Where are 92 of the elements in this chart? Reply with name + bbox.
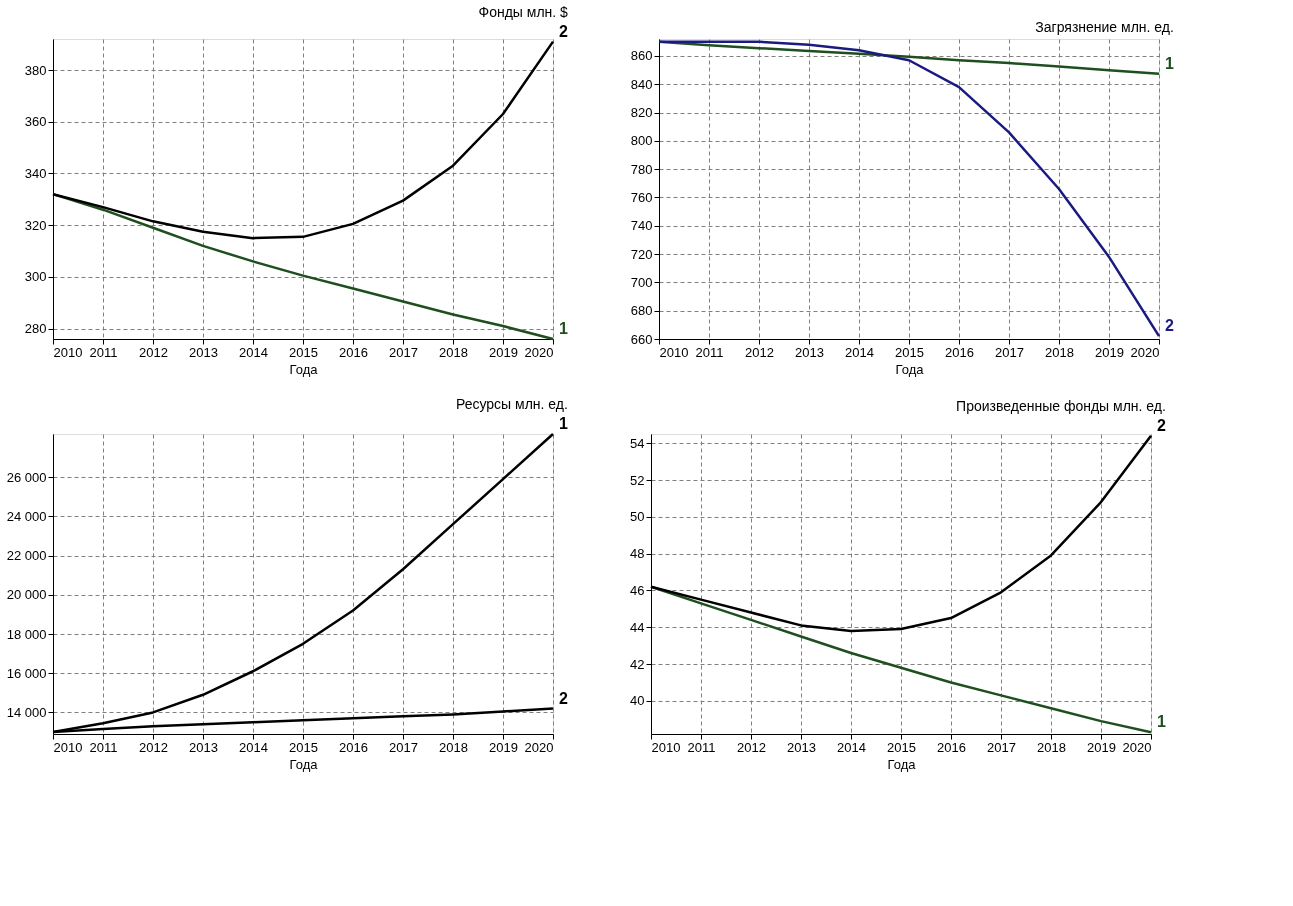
chart-title: Произведенные фонды млн. ед.: [956, 397, 1166, 414]
y-tick-label: 54: [630, 435, 645, 451]
x-axis-title: Года: [895, 361, 925, 377]
y-tick-label: 320: [24, 217, 47, 233]
x-tick-label: 2017: [389, 344, 418, 360]
y-tick-label: 740: [630, 218, 653, 234]
x-tick-label: 2018: [439, 739, 468, 755]
x-axis-title: Года: [289, 756, 319, 772]
y-tick-label: 820: [630, 105, 653, 121]
x-tick-label: 2011: [687, 739, 716, 755]
x-tick-label: 2018: [1045, 344, 1074, 360]
x-tick-label: 2010: [659, 344, 689, 360]
x-tick-label: 2012: [745, 344, 774, 360]
x-tick-label: 2016: [339, 344, 368, 360]
x-tick-label: 2011: [695, 344, 724, 360]
x-tick-label: 2014: [239, 344, 268, 360]
series-label: 2: [1157, 416, 1166, 434]
y-tick-label: 26 000: [6, 469, 47, 485]
x-tick-label: 2019: [489, 739, 518, 755]
y-tick-label: 840: [630, 76, 653, 92]
x-tick-label: 2017: [389, 739, 418, 755]
series-label: 1: [1157, 713, 1166, 731]
y-tick-label: 760: [630, 189, 653, 205]
series-label: 2: [559, 689, 568, 707]
y-tick-label: 46: [630, 582, 645, 598]
x-tick-label: 2018: [439, 344, 468, 360]
y-tick-label: 380: [24, 62, 47, 78]
x-tick-label: 2010: [53, 739, 83, 755]
series-label: 1: [559, 415, 568, 432]
x-tick-label: 2019: [1087, 739, 1116, 755]
series-label: 2: [559, 22, 568, 40]
x-axis-title: Года: [289, 361, 319, 377]
series-label: 2: [1165, 317, 1174, 335]
chart-title: Загрязнение млн. ед.: [1035, 19, 1174, 35]
y-tick-label: 18 000: [6, 626, 47, 642]
chart-title: Фонды млн. $: [478, 3, 569, 20]
x-tick-label: 2013: [795, 344, 824, 360]
x-tick-label: 2013: [189, 344, 218, 360]
y-tick-label: 16 000: [6, 665, 47, 681]
x-tick-label: 2015: [289, 344, 318, 360]
y-tick-label: 800: [630, 133, 653, 149]
x-tick-label: 2012: [139, 739, 168, 755]
y-tick-label: 50: [630, 509, 645, 525]
y-tick-label: 860: [630, 48, 653, 64]
x-tick-label: 2019: [1095, 344, 1124, 360]
y-tick-label: 720: [630, 246, 653, 262]
x-tick-label: 2015: [289, 739, 318, 755]
y-tick-label: 340: [24, 165, 47, 181]
x-tick-label: 2019: [489, 344, 518, 360]
x-tick-label: 2011: [89, 344, 118, 360]
x-tick-label: 2016: [339, 739, 368, 755]
x-tick-label: 2014: [845, 344, 874, 360]
y-tick-label: 280: [24, 321, 47, 337]
x-tick-label: 2020: [1122, 739, 1152, 755]
x-tick-label: 2017: [987, 739, 1016, 755]
x-tick-label: 2012: [737, 739, 766, 755]
chart-title: Ресурсы млн. ед.: [455, 396, 568, 412]
x-tick-label: 2014: [239, 739, 268, 755]
y-tick-label: 300: [24, 269, 47, 285]
x-tick-label: 2015: [895, 344, 924, 360]
y-tick-label: 780: [630, 161, 653, 177]
y-tick-label: 40: [630, 693, 645, 709]
x-tick-label: 2013: [189, 739, 218, 755]
y-tick-label: 14 000: [6, 704, 47, 720]
y-tick-label: 660: [630, 331, 653, 347]
x-tick-label: 2018: [1037, 739, 1066, 755]
x-tick-label: 2012: [139, 344, 168, 360]
y-tick-label: 680: [630, 303, 653, 319]
y-tick-label: 22 000: [6, 548, 47, 564]
x-axis-title: Года: [887, 756, 917, 772]
x-tick-label: 2013: [787, 739, 816, 755]
y-tick-label: 24 000: [6, 508, 47, 524]
y-tick-label: 42: [630, 656, 645, 672]
y-tick-label: 52: [630, 472, 645, 488]
x-tick-label: 2020: [1130, 344, 1160, 360]
series-label: 1: [559, 320, 568, 337]
x-tick-label: 2011: [89, 739, 118, 755]
x-tick-label: 2014: [837, 739, 866, 755]
y-tick-label: 20 000: [6, 587, 47, 603]
x-tick-label: 2010: [53, 344, 83, 360]
y-tick-label: 48: [630, 546, 645, 562]
x-tick-label: 2020: [524, 739, 554, 755]
y-tick-label: 700: [630, 274, 653, 290]
y-tick-label: 360: [24, 114, 47, 130]
x-tick-label: 2020: [524, 344, 554, 360]
series-label: 1: [1165, 54, 1174, 72]
x-tick-label: 2015: [887, 739, 916, 755]
x-tick-label: 2017: [995, 344, 1024, 360]
y-tick-label: 44: [630, 619, 645, 635]
x-tick-label: 2016: [945, 344, 974, 360]
x-tick-label: 2010: [651, 739, 681, 755]
x-tick-label: 2016: [937, 739, 966, 755]
